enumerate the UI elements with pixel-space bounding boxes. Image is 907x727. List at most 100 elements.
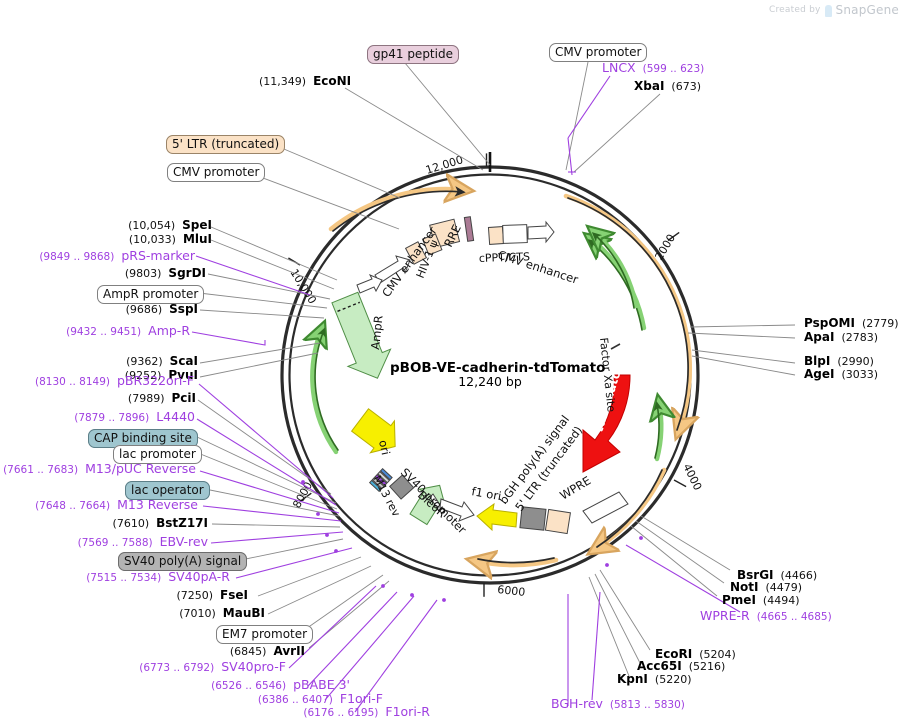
pbr322ori-f-primer[interactable]: pBR322ori-F <box>116 373 194 388</box>
cmv-promoter-top-label[interactable]: CMV promoter <box>549 43 648 62</box>
pbabe-3-primer[interactable]: pBABE 3' <box>293 677 350 692</box>
scai-enzyme[interactable]: ScaI <box>169 354 198 368</box>
label-cmv-promoter-top[interactable]: CMV promoter <box>549 43 648 62</box>
label-mlui[interactable]: (10,033) MluI <box>70 233 212 245</box>
kpni-enzyme[interactable]: KpnI <box>617 672 648 686</box>
label-5-ltr-truncated[interactable]: 5' LTR (truncated) <box>166 135 286 154</box>
sv40pa-r-primer[interactable]: SV40pA-R <box>168 569 230 584</box>
label-l4440[interactable]: (7879 .. 7896) L4440 <box>30 409 195 424</box>
sv40-polya-signal-label[interactable]: SV40 poly(A) signal <box>118 552 248 571</box>
avrii-enzyme[interactable]: AvrII <box>273 644 305 658</box>
label-gp41-peptide[interactable]: gp41 peptide <box>367 45 459 64</box>
f1ori-f-primer[interactable]: F1ori-F <box>339 691 383 706</box>
label-sv40-polya-signal[interactable]: SV40 poly(A) signal <box>118 552 248 571</box>
sv40pro-f-primer[interactable]: SV40pro-F <box>221 659 286 674</box>
label-lac-operator[interactable]: lac operator <box>125 481 210 500</box>
label-sgrdi[interactable]: (9803) SgrDI <box>70 267 206 279</box>
label-f1ori-r[interactable]: (6176 .. 6195) F1ori-R <box>250 704 430 719</box>
pmei-enzyme[interactable]: PmeI <box>722 593 756 607</box>
ecori-enzyme[interactable]: EcoRI <box>655 647 693 661</box>
outer-orange-arc-cores <box>332 186 689 564</box>
label-sspi[interactable]: (9686) SspI <box>70 303 198 315</box>
label-prs-marker[interactable]: (9849 .. 9868) pRS-marker <box>20 248 195 263</box>
label-maubi[interactable]: (7010) MauBI <box>130 607 265 619</box>
label-noti[interactable]: NotI (4479) <box>730 581 802 593</box>
label-bgh-rev[interactable]: BGH-rev (5813 .. 5830) <box>551 696 685 711</box>
noti-enzyme[interactable]: NotI <box>730 580 759 594</box>
label-kpni[interactable]: KpnI (5220) <box>617 673 691 685</box>
label-amp-r[interactable]: (9432 .. 9451) Amp-R <box>16 323 190 338</box>
em7-promoter-label[interactable]: EM7 promoter <box>216 625 314 644</box>
bgh-rev-primer[interactable]: BGH-rev <box>551 696 603 711</box>
f1ori-r-primer[interactable]: F1ori-R <box>385 704 430 719</box>
maubi-enzyme[interactable]: MauBI <box>222 606 265 620</box>
label-agei[interactable]: AgeI (3033) <box>804 368 878 380</box>
label-apai[interactable]: ApaI (2783) <box>804 331 878 343</box>
l4440-primer[interactable]: L4440 <box>156 409 195 424</box>
label-xbai[interactable]: XbaI (673) <box>634 80 701 92</box>
lac-promoter-label[interactable]: lac promoter <box>113 445 202 464</box>
label-lncx[interactable]: LNCX (599 .. 623) <box>602 60 704 75</box>
label-pcii[interactable]: (7989) PciI <box>70 392 196 404</box>
bsrgi-enzyme[interactable]: BsrGI <box>737 568 774 582</box>
label-bsrgi[interactable]: BsrGI (4466) <box>737 569 817 581</box>
apai-enzyme[interactable]: ApaI <box>804 330 835 344</box>
ebv-rev-primer[interactable]: EBV-rev <box>159 534 208 549</box>
label-acc65i[interactable]: Acc65I (5216) <box>637 660 725 672</box>
label-em7-promoter[interactable]: EM7 promoter <box>216 625 314 644</box>
label-econi[interactable]: (11,349) EcoNI <box>259 75 351 87</box>
label-cap-binding-site[interactable]: CAP binding site <box>88 429 198 448</box>
label-avrii[interactable]: (6845) AvrII <box>160 645 305 657</box>
label-pbr322ori-f[interactable]: (8130 .. 8149) pBR322ori-F <box>8 373 194 388</box>
xbai-enzyme[interactable]: XbaI <box>634 79 665 93</box>
lncx-primer[interactable]: LNCX <box>602 60 636 75</box>
label-scai[interactable]: (9362) ScaI <box>70 355 198 367</box>
pspomi-enzyme[interactable]: PspOMI <box>804 316 855 330</box>
plasmid-name: pBOB-VE-cadherin-tdTomato <box>390 360 606 376</box>
sspi-enzyme[interactable]: SspI <box>169 302 198 316</box>
sv40pa-r-range: (7515 .. 7534) <box>86 572 162 584</box>
label-pspomi[interactable]: PspOMI (2779) <box>804 317 899 329</box>
label-bstz17i[interactable]: (7610) BstZ17I <box>70 517 208 529</box>
label-m13-puc-reverse[interactable]: (7661 .. 7683) M13/pUC Reverse <box>3 461 196 476</box>
label-ebv-rev[interactable]: (7569 .. 7588) EBV-rev <box>44 534 208 549</box>
label-pbabe-3[interactable]: (6526 .. 6546) pBABE 3' <box>155 677 350 692</box>
label-blpi[interactable]: BlpI (2990) <box>804 355 874 367</box>
bstz17i-enzyme[interactable]: BstZ17I <box>156 516 208 530</box>
five-prime-ltr-label[interactable]: 5' LTR (truncated) <box>166 135 286 154</box>
ampr-promoter-label[interactable]: AmpR promoter <box>97 285 205 304</box>
fsei-enzyme[interactable]: FseI <box>220 588 248 602</box>
label-pmei[interactable]: PmeI (4494) <box>722 594 799 606</box>
lac-operator-label[interactable]: lac operator <box>125 481 210 500</box>
gp41-peptide-label[interactable]: gp41 peptide <box>367 45 459 64</box>
agei-enzyme[interactable]: AgeI <box>804 367 835 381</box>
cmv-promoter-left-label[interactable]: CMV promoter <box>167 163 266 182</box>
sgrdi-enzyme[interactable]: SgrDI <box>168 266 206 280</box>
cap-binding-site-label[interactable]: CAP binding site <box>88 429 198 448</box>
label-ampr-promoter[interactable]: AmpR promoter <box>97 285 205 304</box>
econi-enzyme[interactable]: EcoNI <box>313 74 352 88</box>
spei-enzyme[interactable]: SpeI <box>182 218 212 232</box>
wpre-r-primer[interactable]: WPRE-R <box>700 608 750 623</box>
label-m13-reverse[interactable]: (7648 .. 7664) M13 Reverse <box>24 497 198 512</box>
pvui-enzyme[interactable]: PvuI <box>168 368 198 382</box>
label-ecori[interactable]: EcoRI (5204) <box>655 648 736 660</box>
label-wpre-r[interactable]: WPRE-R (4665 .. 4685) <box>700 608 832 623</box>
mlui-enzyme[interactable]: MluI <box>182 232 212 246</box>
acc65i-enzyme[interactable]: Acc65I <box>637 659 682 673</box>
label-sv40pa-r[interactable]: (7515 .. 7534) SV40pA-R <box>16 569 230 584</box>
label-spei[interactable]: (10,054) SpeI <box>70 219 212 231</box>
label-lac-promoter[interactable]: lac promoter <box>113 445 202 464</box>
label-pvui[interactable]: (9252) PvuI <box>70 369 198 381</box>
label-cmv-promoter-left[interactable]: CMV promoter <box>167 163 266 182</box>
amp-r-primer[interactable]: Amp-R <box>148 323 190 338</box>
pcii-enzyme[interactable]: PciI <box>171 391 197 405</box>
m13-reverse-primer[interactable]: M13 Reverse <box>117 497 198 512</box>
label-f1ori-f[interactable]: (6386 .. 6407) F1ori-F <box>203 691 383 706</box>
m13-puc-reverse-primer[interactable]: M13/pUC Reverse <box>85 461 196 476</box>
label-fsei[interactable]: (7250) FseI <box>120 589 248 601</box>
label-sv40pro-f[interactable]: (6773 .. 6792) SV40pro-F <box>110 659 286 674</box>
blpi-enzyme[interactable]: BlpI <box>804 354 831 368</box>
prs-marker-primer[interactable]: pRS-marker <box>121 248 195 263</box>
leader-lines-purple <box>191 75 741 713</box>
